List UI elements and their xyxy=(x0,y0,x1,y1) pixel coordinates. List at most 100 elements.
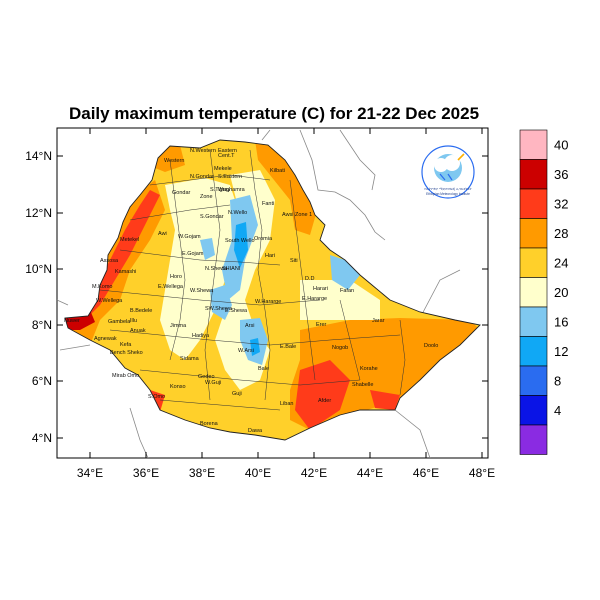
longitude-axis: 34°E 36°E 38°E 40°E 42°E 44°E 46°E 48°E xyxy=(77,128,495,480)
latitude-axis: 4°N 6°N 8°N 10°N 12°N 14°N xyxy=(25,149,488,445)
region-label: Gambela xyxy=(108,319,131,325)
region-label: Nogob xyxy=(332,345,348,351)
region-label: Cent.T xyxy=(218,153,235,159)
region-label: Korahe xyxy=(360,366,378,372)
colorbar-swatch xyxy=(519,336,548,367)
region-label: Waghamra xyxy=(218,187,246,193)
region-label: Afder xyxy=(318,398,331,404)
colorbar-label: 24 xyxy=(554,256,568,271)
region-label: Shabelle xyxy=(352,382,373,388)
colorbar-swatch xyxy=(519,395,548,426)
colorbar-swatch xyxy=(519,129,548,160)
region-label: Illu xyxy=(130,318,137,324)
lat-tick-label: 12°N xyxy=(25,206,52,220)
region-label: S.Gondar xyxy=(200,214,224,220)
colorbar-swatch xyxy=(519,365,548,396)
colorbar-swatch xyxy=(519,247,548,278)
colorbar-swatch xyxy=(519,188,548,219)
region-label: Harari xyxy=(313,286,328,292)
colorbar-swatch xyxy=(519,218,548,249)
colorbar-swatch xyxy=(519,159,548,190)
colorbar-swatch xyxy=(519,306,548,337)
region-label: S.Omo xyxy=(148,394,165,400)
lon-tick-label: 42°E xyxy=(301,466,327,480)
region-labels: Cent.TN.Western Eastern Mekele S.Eastern Kil… xyxy=(64,148,438,434)
region-label: Kamashi xyxy=(115,269,136,275)
lon-tick-label: 46°E xyxy=(413,466,439,480)
region-label: S.Eastern xyxy=(218,174,242,180)
lon-tick-label: 40°E xyxy=(245,466,271,480)
region-label: Borena xyxy=(200,421,219,427)
region-label: Doolo xyxy=(424,343,438,349)
region-label: Guji xyxy=(232,391,242,397)
lon-tick-label: 36°E xyxy=(133,466,159,480)
colorbar-label: 12 xyxy=(554,344,568,359)
region-label: Awi xyxy=(158,231,167,237)
region-label: W.Wellega xyxy=(96,298,123,304)
region-label: E.Gojam xyxy=(182,251,204,257)
region-label: N.Western xyxy=(190,148,216,154)
lat-tick-label: 8°N xyxy=(32,318,52,332)
region-label: SW.Shewa xyxy=(205,306,233,312)
region-label: Mekele xyxy=(214,166,232,172)
colorbar: 40 36 32 28 24 20 16 12 8 4 xyxy=(519,129,568,455)
region-label: Horo xyxy=(170,274,182,280)
region-label: W.Gojam xyxy=(178,234,201,240)
region-label: Metekel xyxy=(120,237,139,243)
region-label: Konso xyxy=(170,384,186,390)
region-label: Sidama xyxy=(180,356,200,362)
lon-tick-label: 44°E xyxy=(357,466,383,480)
colorbar-swatch xyxy=(519,424,548,455)
region-label: E.Bale xyxy=(280,344,296,350)
neighbor-borders xyxy=(56,129,461,459)
colorbar-label: 36 xyxy=(554,167,568,182)
lat-tick-label: 10°N xyxy=(25,262,52,276)
map-title: Daily maximum temperature (C) for 21-22 … xyxy=(68,104,480,123)
region-label: Mirab Omo xyxy=(112,373,139,379)
region-label: Nuwer xyxy=(64,318,80,324)
region-label: Eastern xyxy=(218,148,237,154)
country-outline xyxy=(64,139,481,441)
region-label: E.Shewa xyxy=(225,308,248,314)
lon-tick-label: 34°E xyxy=(77,466,103,480)
region-label: W.Guji xyxy=(205,380,221,386)
colorbar-swatch xyxy=(519,277,548,308)
colorbar-label: 20 xyxy=(554,285,568,300)
region-label: Western xyxy=(164,158,184,164)
region-label: Anuak xyxy=(130,328,146,334)
region-label: Zone xyxy=(200,194,213,200)
region-label: S.Tigray xyxy=(210,187,231,193)
region-label: South Wello xyxy=(225,238,255,244)
region-label: N.Wello xyxy=(228,210,247,216)
lon-tick-label: 38°E xyxy=(189,466,215,480)
colorbar-label: 4 xyxy=(554,403,561,418)
region-label: Assosa xyxy=(100,258,119,264)
region-label: Awsi Zone 1 xyxy=(282,212,312,218)
region-label: Agnewak xyxy=(94,336,117,342)
lon-tick-label: 48°E xyxy=(469,466,495,480)
colorbar-label: 16 xyxy=(554,315,568,330)
region-label: SHIANI xyxy=(222,266,241,272)
region-label: W.Arsi xyxy=(238,348,254,354)
region-label: N.Gondar xyxy=(190,174,214,180)
region-label: Jimma xyxy=(170,323,187,329)
lat-tick-label: 14°N xyxy=(25,149,52,163)
logo-text-english: Ethiopian Meteorology Institute xyxy=(426,192,470,196)
region-label: W.Hararge xyxy=(255,299,281,305)
region-label: Hadiya xyxy=(192,333,210,339)
region-label: Kilbati xyxy=(270,168,285,174)
colorbar-label: 8 xyxy=(554,374,561,389)
region-label: Oromia xyxy=(254,236,273,242)
region-label: D.D xyxy=(305,276,315,282)
region-label: E.Wellega xyxy=(158,284,184,290)
colorbar-label: 40 xyxy=(554,138,568,153)
region-label: Erer xyxy=(316,322,327,328)
lat-tick-label: 6°N xyxy=(32,374,52,388)
region-label: B.Bedele xyxy=(130,308,152,314)
region-label: Bale xyxy=(258,366,269,372)
region-label: Arsi xyxy=(245,323,254,329)
region-label: Jarar xyxy=(372,318,385,324)
region-label: Bench Sheko xyxy=(110,350,143,356)
region-label: E.Hararge xyxy=(302,296,327,302)
